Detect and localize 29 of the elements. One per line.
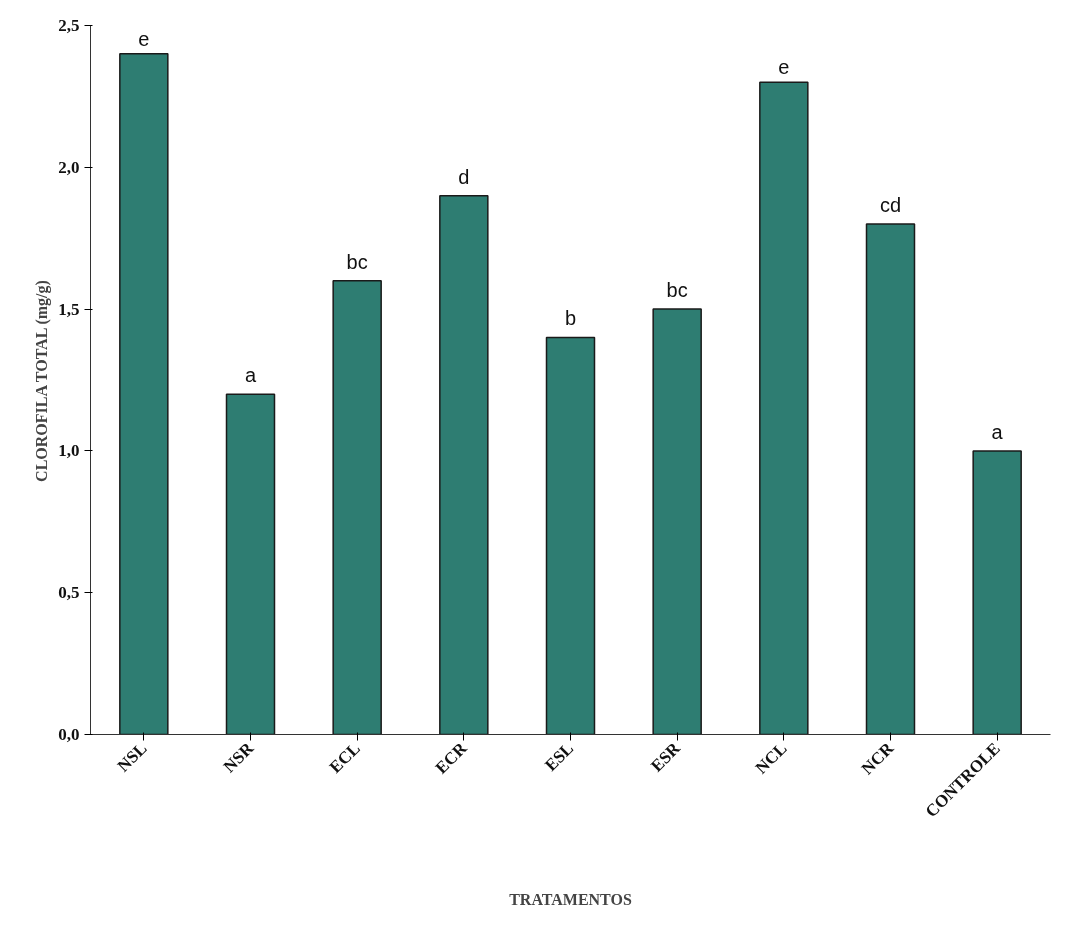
y-tick-label: 1,5 bbox=[58, 299, 80, 319]
bar bbox=[865, 223, 916, 735]
x-tick-label: ESL bbox=[541, 738, 578, 775]
x-tick-label: ESR bbox=[647, 738, 685, 776]
bar bbox=[119, 53, 169, 735]
bar bbox=[652, 308, 702, 735]
y-tick-label: 0,5 bbox=[58, 583, 80, 603]
annotation: b bbox=[564, 307, 577, 330]
x-axis-title: TRATAMENTOS bbox=[509, 890, 632, 908]
annotation: a bbox=[991, 420, 1004, 443]
annotation: d bbox=[458, 165, 470, 188]
y-tick-label: 1,0 bbox=[58, 441, 80, 461]
y-tick-label: 2,5 bbox=[58, 16, 80, 35]
bar bbox=[439, 194, 489, 735]
bar bbox=[545, 336, 596, 735]
bar bbox=[225, 393, 276, 735]
y-tick-label: 0,0 bbox=[58, 725, 80, 744]
annotation: cd bbox=[879, 194, 902, 217]
annotation: bc bbox=[666, 279, 688, 302]
annotation: bc bbox=[346, 250, 368, 273]
bar bbox=[759, 81, 809, 735]
y-tick-label: 2,0 bbox=[58, 157, 80, 177]
x-tick-label: NSL bbox=[113, 738, 151, 776]
bar bbox=[972, 450, 1022, 735]
annotation: e bbox=[138, 27, 150, 50]
y-axis-title: CLOROFILA TOTAL (mg/g) bbox=[33, 280, 52, 482]
annotation: e bbox=[778, 56, 790, 79]
annotation: a bbox=[244, 364, 257, 387]
bar bbox=[332, 279, 382, 735]
